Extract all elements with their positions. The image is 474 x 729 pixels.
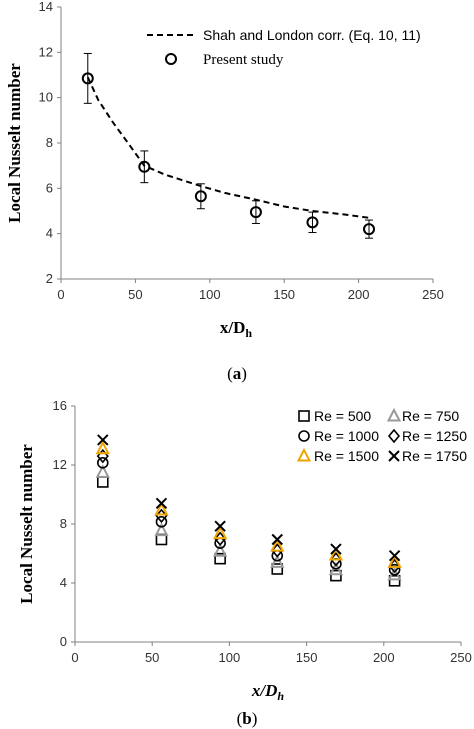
x-axis-title-a: x/Dh — [220, 318, 253, 340]
y-tick-label-a: 12 — [39, 44, 53, 59]
data-point-present-study — [363, 223, 376, 236]
legend-label-shah-london: Shah and London corr. (Eq. 10, 11) — [203, 27, 421, 43]
x-marker-stroke — [97, 434, 109, 446]
chart-panel-a: 0 50 100 150 200 250 2 4 6 8 10 12 14 Shah and London… — [39, 0, 444, 302]
y-tick-label-a: 14 — [39, 0, 53, 14]
legend-swatch-triangle — [386, 407, 402, 422]
data-point-re-1500 — [387, 554, 402, 568]
data-point-re-500 — [214, 552, 226, 565]
data-point-re-500 — [330, 569, 342, 582]
y-axis-title-a: Local Nusselt number — [5, 63, 24, 223]
data-point-re-1750 — [271, 533, 283, 546]
legend-swatch-triangle — [296, 447, 312, 462]
x-axis-title-b: x/Dh — [251, 681, 285, 703]
x-tick-label-a: 250 — [422, 287, 444, 302]
x-tick-label-a: 50 — [128, 287, 142, 302]
panel-label-b: (b) — [237, 709, 258, 728]
x-tick-label-b: 0 — [71, 650, 78, 665]
data-point-present-study — [138, 160, 151, 173]
legend-swatch-diamond — [387, 428, 401, 444]
data-point-present-study — [306, 216, 319, 229]
y-tick-label-b: 12 — [53, 457, 67, 472]
chart-panel-b: 0 50 100 150 200 250 0 4 8 12 16 Re = 500 Re = 750 Re… — [53, 398, 472, 665]
x-marker-stroke — [155, 497, 168, 510]
x-tick-label-a: 100 — [199, 287, 221, 302]
x-tick-label-b: 100 — [219, 650, 241, 665]
data-point-re-500 — [96, 476, 109, 488]
legend-label: Re = 1500 — [314, 448, 379, 464]
panel-label-a: (a) — [227, 364, 247, 383]
x-tick-label-b: 200 — [373, 650, 395, 665]
x-marker-stroke — [388, 550, 401, 562]
data-point-present-study — [249, 206, 262, 219]
legend-swatch-circle — [165, 53, 177, 65]
legend-label: Re = 1750 — [402, 448, 467, 464]
data-point-re-1000 — [155, 515, 168, 528]
y-tick-label-b: 4 — [60, 575, 67, 590]
y-tick-label-a: 6 — [46, 180, 53, 195]
y-tick-label-a: 8 — [46, 135, 53, 150]
x-tick-label-a: 0 — [57, 287, 64, 302]
x-tick-label-b: 150 — [296, 650, 318, 665]
x-marker-stroke — [388, 450, 400, 462]
data-point-re-1750 — [330, 543, 342, 555]
y-tick-label-b: 8 — [60, 516, 67, 531]
data-point-re-750 — [212, 543, 228, 557]
data-point-re-1000 — [388, 563, 401, 576]
x-marker-stroke — [330, 543, 342, 555]
y-tick-label-b: 16 — [53, 398, 67, 413]
legend-label: Re = 1250 — [402, 428, 467, 444]
y-tick-label-a: 4 — [46, 226, 53, 241]
legend-label-present-study: Present study — [203, 52, 284, 68]
data-point-re-1750 — [97, 434, 109, 446]
data-point-re-1500 — [328, 546, 344, 561]
x-tick-label-b: 50 — [145, 650, 159, 665]
data-point-re-1500 — [154, 501, 169, 516]
legend-label: Re = 1000 — [314, 428, 379, 444]
data-point-re-500 — [271, 563, 284, 575]
data-point-re-1000 — [96, 456, 109, 469]
legend-label: Re = 500 — [314, 408, 371, 424]
data-point-re-1750 — [388, 550, 401, 562]
legend-swatch-circle — [298, 430, 310, 442]
data-point-re-1750 — [214, 520, 226, 532]
x-tick-label-b: 250 — [450, 650, 472, 665]
data-point-re-1750 — [155, 497, 168, 510]
legend-label: Re = 750 — [402, 408, 459, 424]
legend-swatch-square — [298, 410, 310, 422]
data-point-present-study — [194, 190, 207, 203]
data-point-re-500 — [388, 574, 401, 587]
data-point-re-1500 — [270, 537, 285, 552]
y-tick-label-b: 0 — [60, 634, 67, 649]
data-point-present-study — [81, 72, 94, 85]
data-point-re-1500 — [212, 525, 228, 540]
data-point-re-750 — [328, 561, 344, 576]
data-point-re-1250 — [214, 531, 227, 546]
data-point-re-750 — [270, 554, 285, 568]
y-tick-label-a: 10 — [39, 90, 53, 105]
y-tick-label-a: 2 — [46, 271, 53, 286]
data-point-re-750 — [95, 464, 110, 478]
data-point-re-1500 — [95, 440, 110, 455]
y-axis-title-b: Local Nusselt number — [17, 444, 36, 604]
x-marker-stroke — [214, 520, 226, 532]
legend-swatch-x — [388, 450, 400, 462]
data-point-re-750 — [154, 522, 169, 537]
x-tick-label-a: 200 — [348, 287, 370, 302]
x-tick-label-a: 150 — [273, 287, 295, 302]
series-line-shah-london — [86, 76, 370, 219]
x-marker-stroke — [271, 533, 283, 546]
